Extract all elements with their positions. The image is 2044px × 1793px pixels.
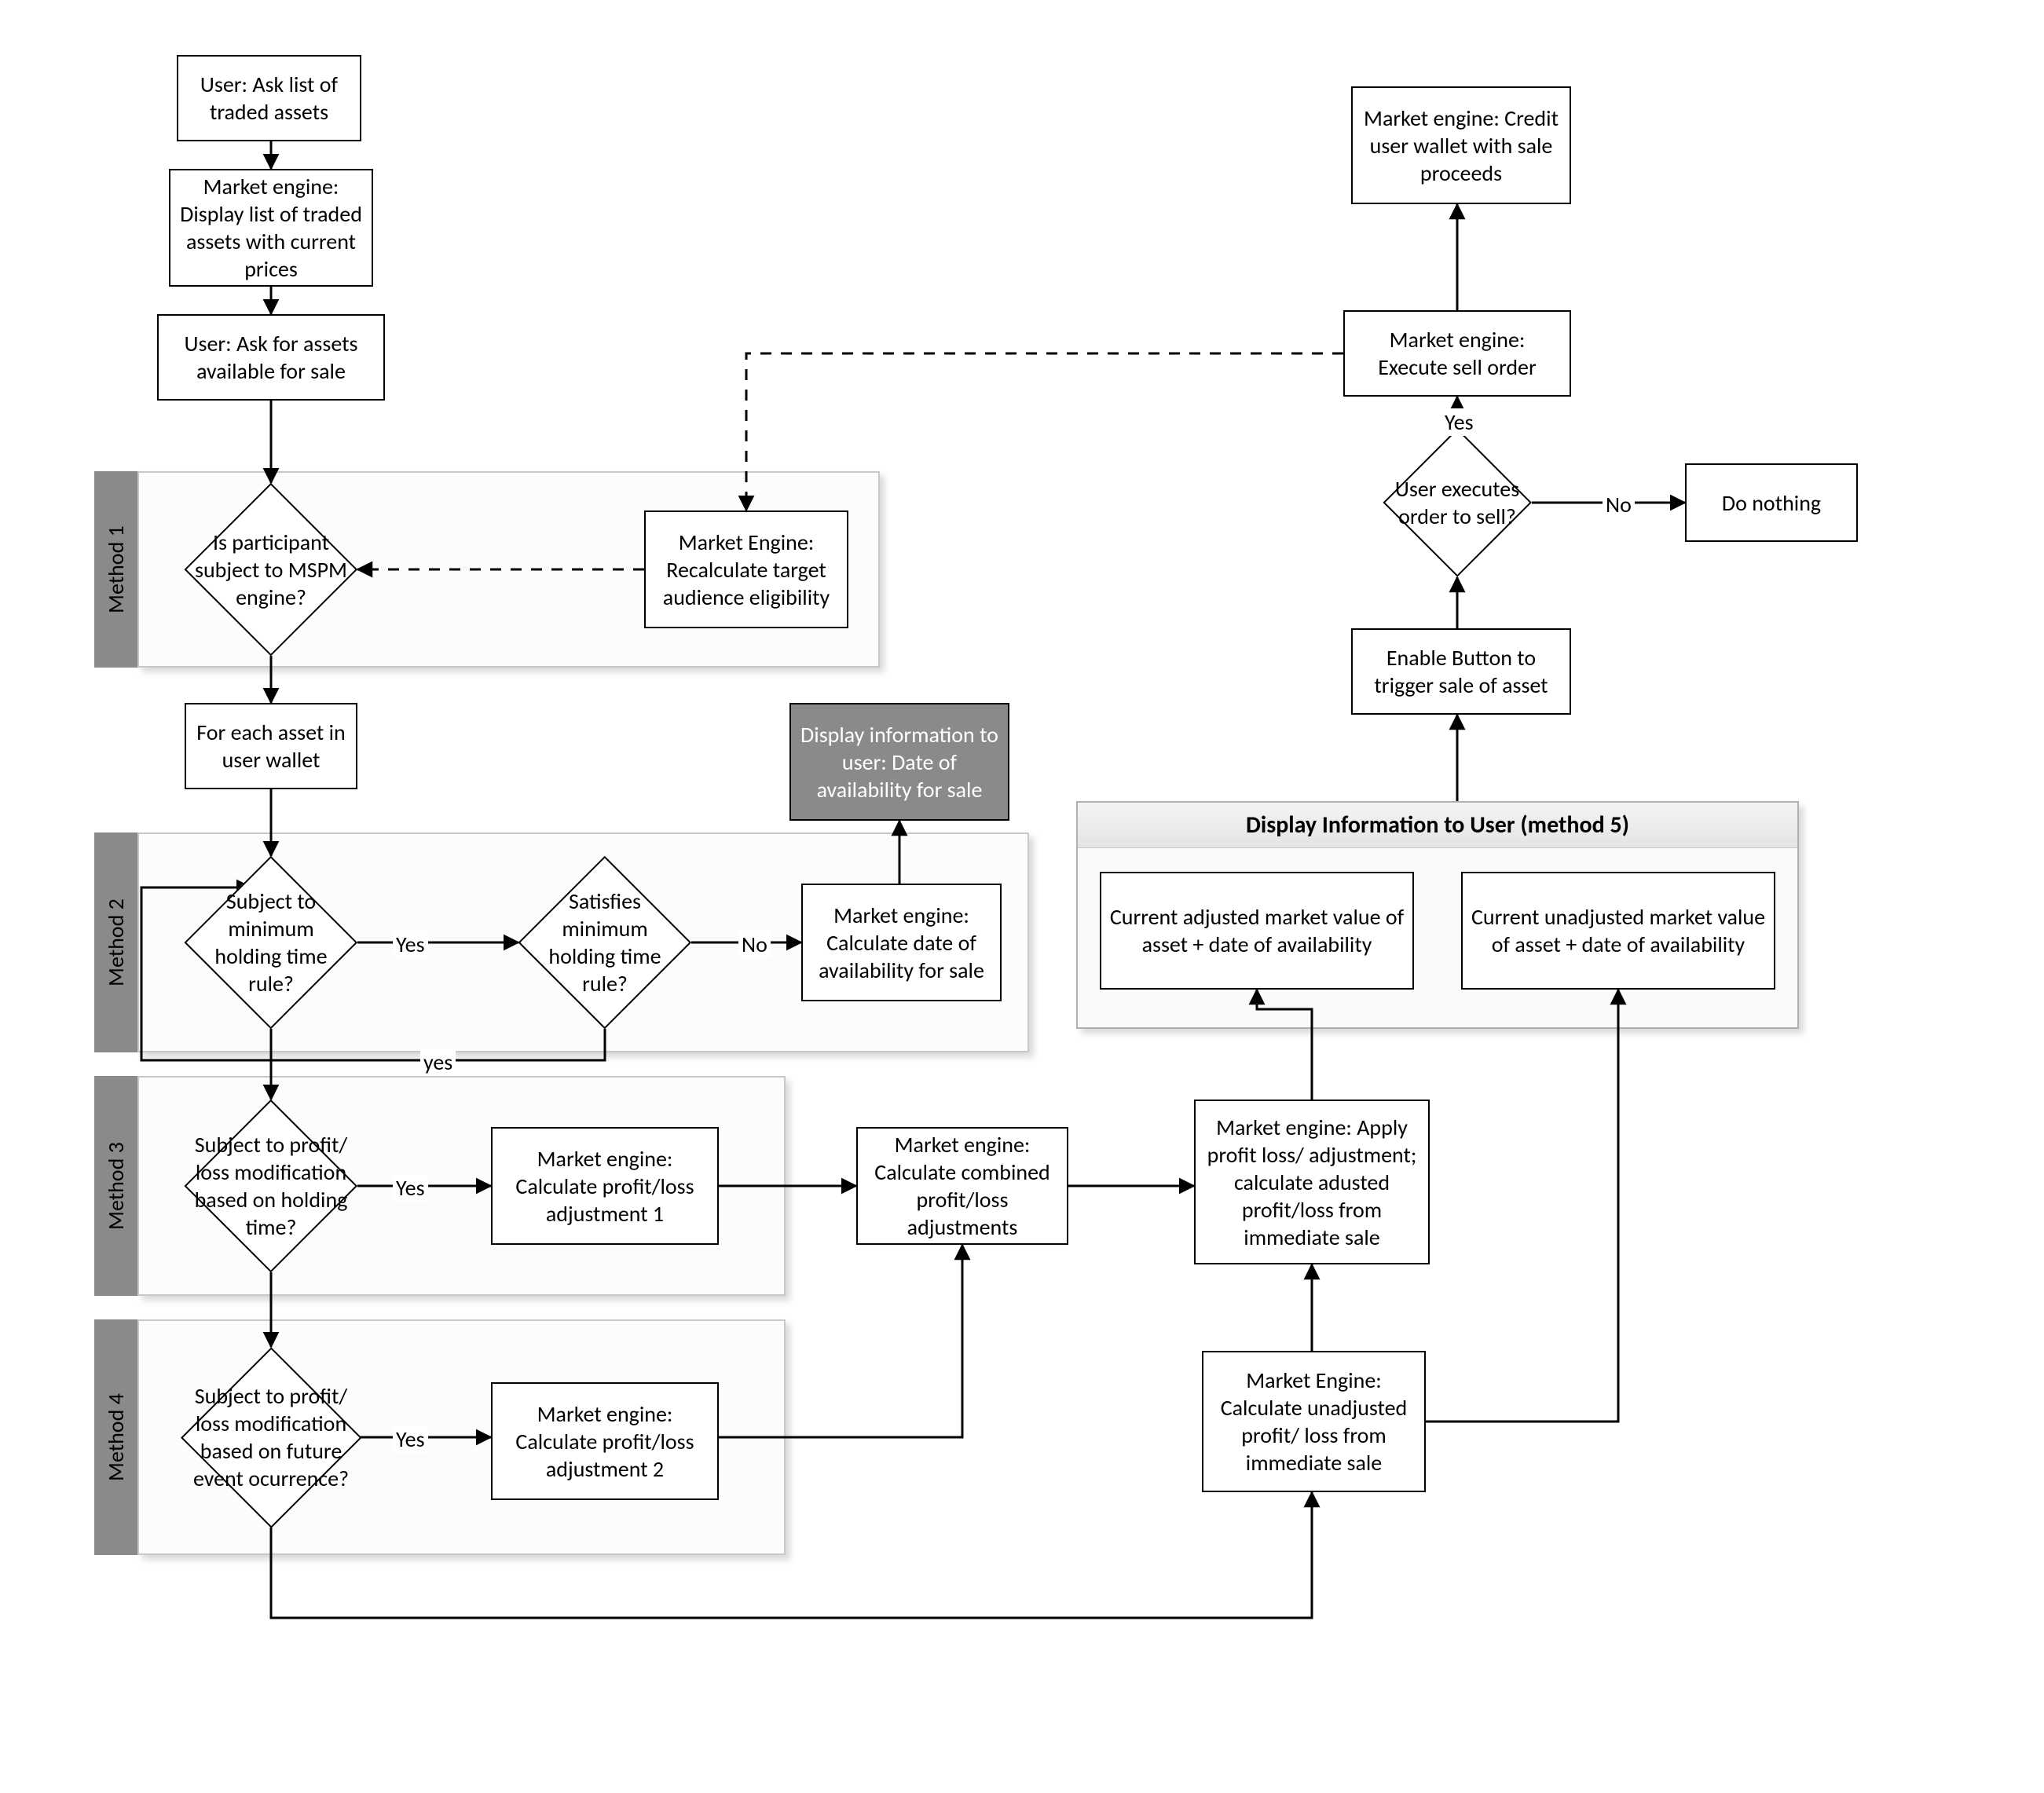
decision-label-d4: Is participant subject to MSPM engine? <box>193 529 349 611</box>
decision-d14: Subject to profit/ loss modification bas… <box>181 1347 361 1528</box>
edge-label-e_d11_yes: Yes <box>393 1174 428 1202</box>
decision-d21: User executes order to sell? <box>1383 428 1532 577</box>
node-label-n5: Market Engine: Recalculate target audien… <box>646 524 847 616</box>
node-n5: Market Engine: Recalculate target audien… <box>644 510 848 628</box>
node-n18: Current adjusted market value of asset +… <box>1100 872 1414 990</box>
node-n6: For each asset in user wallet <box>185 703 357 789</box>
node-label-n1: User: Ask list of traded assets <box>178 66 360 130</box>
decision-label-d7: Subject to minimum holding time rule? <box>193 887 349 997</box>
edge-label-e_d14_yes: Yes <box>393 1425 428 1453</box>
edge-label-e_d8_no: No <box>738 931 771 958</box>
node-n1: User: Ask list of traded assets <box>177 55 361 141</box>
node-label-n23: Market engine: Execute sell order <box>1345 321 1570 386</box>
decision-d7: Subject to minimum holding time rule? <box>185 856 357 1029</box>
node-label-n12: Market engine: Calculate profit/loss adj… <box>493 1140 717 1232</box>
node-label-n16: Market Engine: Calculate unadjusted prof… <box>1203 1362 1424 1481</box>
node-n19: Current unadjusted market value of asset… <box>1461 872 1775 990</box>
node-label-n22: Do nothing <box>1714 485 1829 521</box>
decision-label-d21: User executes order to sell? <box>1390 475 1525 530</box>
node-n10: Display information to user: Date of ava… <box>789 703 1009 821</box>
node-n24: Market engine: Credit user wallet with s… <box>1351 86 1571 204</box>
node-n22: Do nothing <box>1685 463 1858 542</box>
node-label-n19: Current unadjusted market value of asset… <box>1463 898 1774 963</box>
node-n23: Market engine: Execute sell order <box>1343 310 1571 397</box>
node-label-n10: Display information to user: Date of ava… <box>791 716 1008 808</box>
node-n20: Enable Button to trigger sale of asset <box>1351 628 1571 715</box>
node-n3: User: Ask for assets available for sale <box>157 314 385 401</box>
node-label-n9: Market engine: Calculate date of availab… <box>803 897 1000 989</box>
flowchart-canvas: Method 1Method 2Method 3Method 4Display … <box>0 0 2044 1793</box>
node-label-n20: Enable Button to trigger sale of asset <box>1353 639 1570 704</box>
node-n13: Market engine: Calculate combined profit… <box>856 1127 1068 1245</box>
node-n12: Market engine: Calculate profit/loss adj… <box>491 1127 719 1245</box>
decision-label-d8: Satisfies minimum holding time rule? <box>527 887 683 997</box>
edge-label-e_d8_yes: yes <box>420 1048 456 1076</box>
decision-label-d11: Subject to profit/ loss modification bas… <box>193 1131 349 1241</box>
decision-label-d14: Subject to profit/ loss modification bas… <box>190 1382 353 1492</box>
node-n17: Market engine: Apply profit loss/ adjust… <box>1194 1100 1430 1264</box>
decision-d8: Satisfies minimum holding time rule? <box>518 856 691 1029</box>
node-n2: Market engine: Display list of traded as… <box>169 169 373 287</box>
edge-label-e_d7_yes: Yes <box>393 931 428 958</box>
node-label-n6: For each asset in user wallet <box>186 714 356 778</box>
node-n16: Market Engine: Calculate unadjusted prof… <box>1202 1351 1426 1492</box>
edge-label-e_d21_yes: Yes <box>1441 408 1477 436</box>
node-label-n15: Market engine: Calculate profit/loss adj… <box>493 1396 717 1487</box>
node-label-n24: Market engine: Credit user wallet with s… <box>1353 100 1570 192</box>
node-label-n2: Market engine: Display list of traded as… <box>170 168 372 287</box>
node-n9: Market engine: Calculate date of availab… <box>801 884 1002 1001</box>
node-n15: Market engine: Calculate profit/loss adj… <box>491 1382 719 1500</box>
node-label-n13: Market engine: Calculate combined profit… <box>858 1126 1067 1246</box>
node-label-n17: Market engine: Apply profit loss/ adjust… <box>1196 1109 1428 1256</box>
edge-label-e_d21_no: No <box>1603 491 1635 518</box>
node-label-n3: User: Ask for assets available for sale <box>159 325 383 390</box>
decision-d11: Subject to profit/ loss modification bas… <box>185 1100 357 1272</box>
node-label-n18: Current adjusted market value of asset +… <box>1101 898 1412 963</box>
decision-d4: Is participant subject to MSPM engine? <box>185 483 357 656</box>
